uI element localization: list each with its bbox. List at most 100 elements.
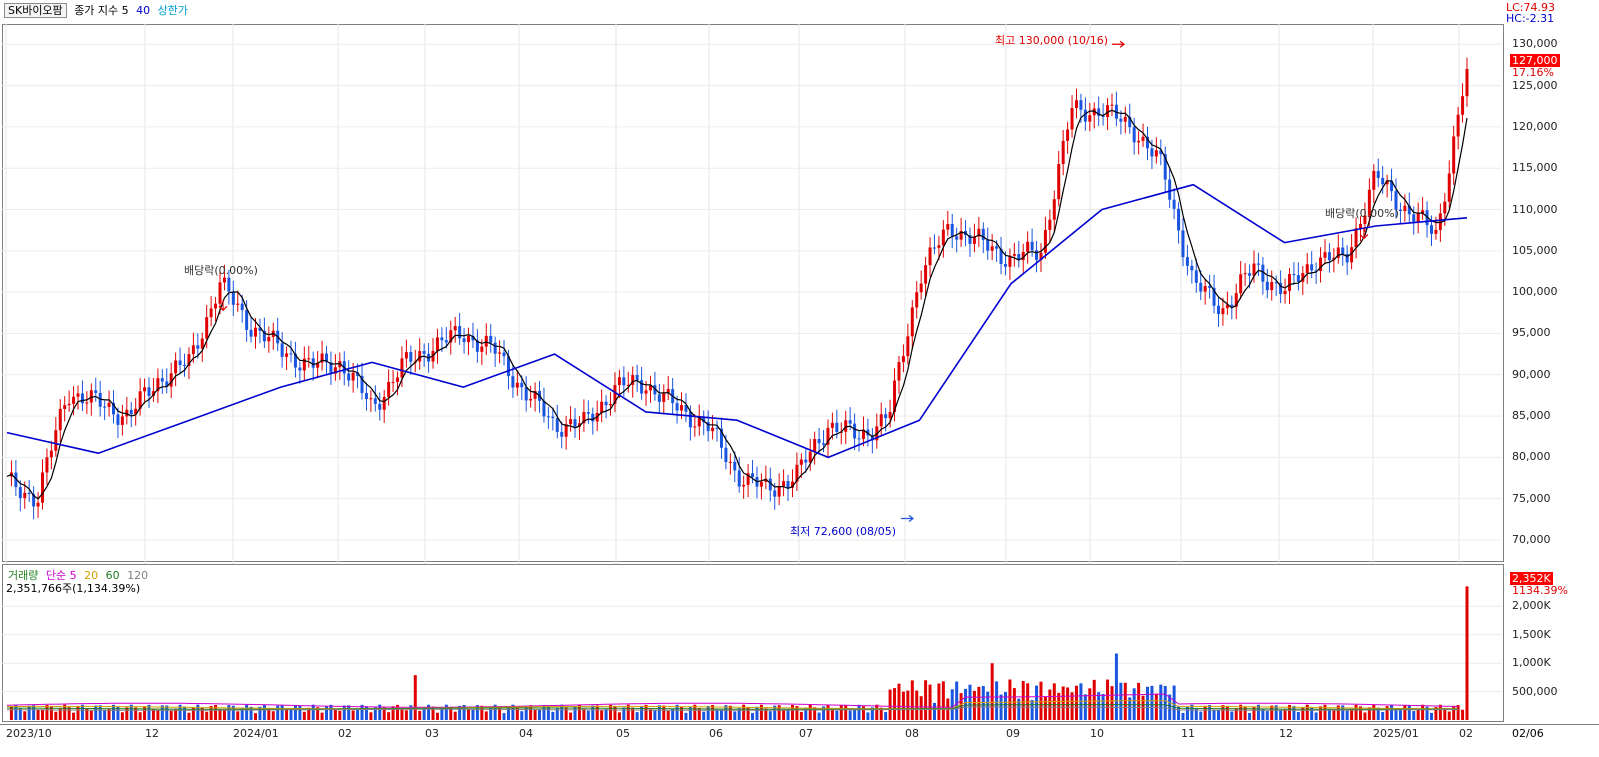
price-chart[interactable]: [2, 24, 1506, 564]
candle-down: [258, 327, 262, 331]
ma-long-label: 40: [136, 4, 151, 17]
stock-name-box[interactable]: SK바이오팜: [4, 3, 67, 18]
volume-plot-area[interactable]: [2, 564, 1504, 722]
candle-up: [382, 397, 386, 410]
volume-bar: [866, 712, 870, 720]
candle-up: [600, 401, 604, 413]
volume-bar: [826, 704, 830, 720]
candle-down: [1199, 282, 1203, 292]
volume-bar: [347, 705, 351, 720]
volume-bar: [165, 705, 169, 720]
volume-bar: [1190, 704, 1194, 720]
volume-bar: [1177, 706, 1181, 720]
price-tick-label: 120,000: [1512, 119, 1558, 133]
candle-up: [1319, 257, 1323, 271]
volume-bar: [67, 707, 71, 720]
candle-up: [564, 424, 568, 437]
candle-down: [1407, 205, 1411, 215]
volume-bar: [1106, 679, 1110, 720]
candle-up: [1008, 255, 1012, 267]
volume-bar: [1407, 705, 1411, 720]
volume-bar: [595, 705, 599, 720]
candle-up: [169, 373, 173, 387]
candle-up: [67, 403, 71, 406]
candle-down: [506, 356, 510, 377]
volume-bar: [467, 709, 471, 720]
candle-down: [178, 360, 182, 365]
volume-chart[interactable]: [2, 564, 1506, 724]
volume-bar: [427, 704, 431, 720]
volume-bar: [657, 705, 661, 720]
volume-bar: [245, 704, 249, 720]
volume-bar: [63, 704, 67, 720]
candle-down: [1429, 225, 1433, 234]
candle-up: [1363, 215, 1367, 224]
volume-bar: [924, 680, 928, 720]
volume-bar: [23, 711, 27, 720]
volume-bar: [1301, 707, 1305, 720]
volume-bar: [546, 706, 550, 720]
volume-bar: [835, 710, 839, 720]
volume-bar: [14, 704, 18, 720]
candle-down: [1145, 136, 1149, 149]
x-tick-label: 08: [905, 727, 919, 740]
volume-bar: [857, 704, 861, 720]
volume-bar: [520, 711, 524, 720]
candle-up: [351, 372, 355, 381]
volume-bar: [400, 709, 404, 720]
volume-bar: [733, 711, 737, 720]
candle-up: [1106, 105, 1110, 117]
candle-up: [697, 416, 701, 427]
candle-down: [1345, 253, 1349, 263]
volume-bar: [564, 707, 568, 720]
volume-bar: [813, 707, 817, 720]
x-tick-label: 12: [145, 727, 159, 740]
volume-bar: [1132, 688, 1136, 720]
candle-up: [1447, 173, 1451, 202]
volume-bar: [1212, 709, 1216, 720]
candle-up: [369, 398, 373, 400]
volume-bar: [151, 709, 155, 720]
candle-down: [688, 411, 692, 428]
candle-up: [906, 336, 910, 357]
volume-bar: [351, 710, 355, 720]
volume-bar: [1252, 706, 1256, 720]
candle-up: [1403, 205, 1407, 212]
volume-bar: [1390, 704, 1394, 720]
candle-up: [396, 377, 400, 382]
candle-up: [577, 423, 581, 427]
lc-readout: LC:74.93: [1506, 1, 1556, 14]
volume-bar: [325, 706, 329, 720]
volume-bar: [200, 707, 204, 720]
candle-up: [844, 420, 848, 432]
candle-up: [23, 492, 27, 499]
volume-bar: [591, 705, 595, 720]
candle-up: [924, 265, 928, 284]
candle-up: [1203, 285, 1207, 292]
candle-down: [653, 385, 657, 395]
volume-bar: [1456, 705, 1460, 720]
candle-down: [147, 387, 151, 396]
volume-bar: [613, 706, 617, 720]
volume-bar: [901, 691, 905, 720]
volume-bar: [995, 681, 999, 720]
candle-down: [551, 416, 555, 419]
candle-down: [955, 236, 959, 240]
volume-bar: [1057, 692, 1061, 720]
candle-up: [644, 390, 648, 394]
volume-bar: [143, 706, 147, 720]
volume-bar: [1447, 711, 1451, 720]
candle-down: [1177, 208, 1181, 231]
volume-bar: [626, 704, 630, 720]
candle-down: [1381, 177, 1385, 185]
candle-down: [262, 330, 266, 342]
candle-up: [1252, 263, 1256, 276]
candle-up: [529, 398, 533, 401]
volume-bar: [941, 681, 945, 720]
volume-bar: [662, 705, 666, 720]
volume-bar: [1070, 692, 1074, 720]
volume-tick-label: 1,000K: [1512, 656, 1551, 670]
price-tick-label: 75,000: [1512, 491, 1551, 505]
candle-up: [897, 362, 901, 381]
x-axis-bar: [0, 724, 1599, 742]
